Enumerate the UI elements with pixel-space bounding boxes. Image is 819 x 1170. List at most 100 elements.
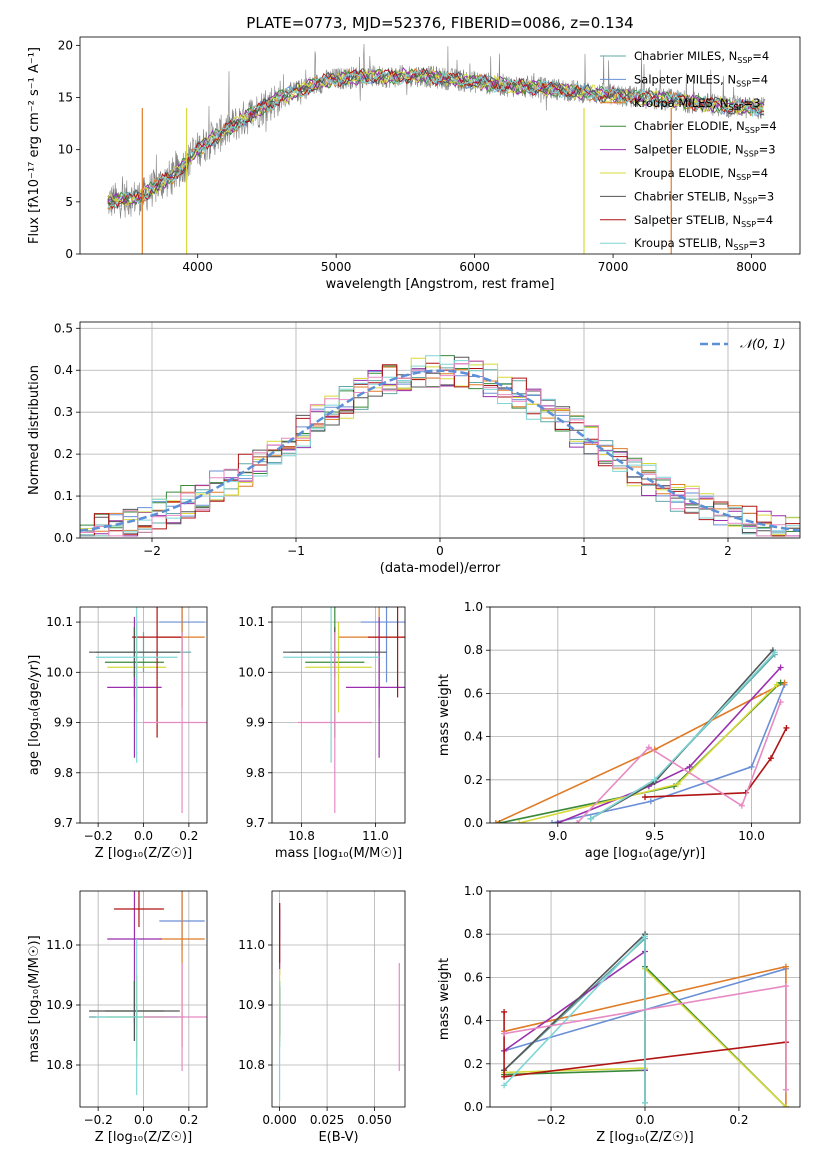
y-tick-label: 0 — [65, 247, 73, 261]
weight-marker — [748, 763, 755, 770]
y-tick-label: 0.3 — [54, 405, 73, 419]
weight-marker — [783, 724, 790, 731]
y-tick-label: 9.7 — [54, 816, 73, 830]
y-tick-label: 10.0 — [46, 665, 73, 679]
y-tick-label: 10.9 — [46, 998, 73, 1012]
panel-age-weight: 9.0 9.5 10.0 0.0 0.2 0.4 0.6 0.8 1.0 age [log₁₀(a… — [437, 600, 801, 861]
error-point — [143, 632, 207, 813]
x-axis-label: Z [log₁₀(Z/Z☉)] — [95, 1130, 192, 1145]
weight-marker — [782, 963, 789, 970]
plot-area — [501, 931, 789, 1107]
y-tick-label: 10.9 — [238, 998, 265, 1012]
model-spectrum — [107, 67, 765, 210]
y-tick-label: 0.4 — [464, 1014, 483, 1028]
panel-ebv-mass: 0.000 0.025 0.050 10.8 10.9 11.0 E(B-V) — [238, 890, 406, 1145]
y-tick-label: 0.8 — [464, 643, 483, 657]
y-tick-label: 0.2 — [464, 1057, 483, 1071]
weight-line — [557, 666, 782, 823]
panel-z-mass: −0.2 0.0 0.2 10.8 10.9 11.0 Z [log₁₀(Z/Z☉)] mas… — [27, 890, 208, 1145]
weight-marker — [782, 1104, 789, 1107]
x-tick-label: 0.2 — [179, 1113, 198, 1127]
axes-frame — [489, 890, 801, 1108]
x-axis-label: Z [log₁₀(Z/Z☉)] — [596, 1130, 693, 1145]
y-axis-label: age [log₁₀(age/yr)] — [27, 655, 42, 776]
y-axis-label: Flux [fλ10⁻¹⁷ erg cm⁻² s⁻¹ A⁻¹] — [27, 47, 42, 244]
weight-marker — [554, 820, 561, 823]
weight-marker — [642, 933, 648, 940]
x-tick-label: −0.2 — [84, 1113, 113, 1127]
plot-area — [492, 647, 790, 823]
residual-histogram — [80, 355, 800, 538]
error-point — [95, 607, 178, 763]
y-tick-label: 1.0 — [464, 600, 483, 614]
x-axis-label: E(B-V) — [318, 1130, 358, 1145]
x-axis-label: Z [log₁₀(Z/Z☉)] — [95, 846, 192, 861]
weight-marker — [647, 798, 654, 805]
x-tick-label: 11.0 — [362, 829, 389, 843]
y-tick-label: 0.2 — [464, 773, 483, 787]
x-tick-label: 0 — [436, 544, 444, 558]
weight-marker — [549, 820, 555, 823]
y-tick-label: 0.5 — [54, 321, 73, 335]
legend-label: Salpeter ELODIE, NSSP=3 — [634, 143, 776, 159]
legend-label: Chabrier ELODIE, NSSP=4 — [634, 119, 777, 135]
y-tick-label: 0.8 — [464, 927, 483, 941]
weight-marker — [782, 1086, 789, 1093]
weight-marker — [674, 781, 681, 788]
model-spectrum — [107, 68, 765, 208]
weight-marker — [777, 679, 784, 686]
error-point — [283, 607, 380, 763]
y-tick-label: 0.6 — [464, 970, 483, 984]
x-tick-label: 0.050 — [357, 1113, 391, 1127]
x-tick-label: 4000 — [182, 260, 213, 274]
x-tick-label: 5000 — [321, 260, 352, 274]
y-tick-label: 0.1 — [54, 489, 73, 503]
error-point — [132, 607, 183, 738]
y-tick-label: 0.4 — [464, 730, 483, 744]
y-tick-label: 0.4 — [54, 363, 73, 377]
weight-marker — [492, 820, 499, 823]
x-tick-label: 0.000 — [262, 1113, 296, 1127]
plot-area — [283, 607, 405, 813]
y-tick-label: 15 — [58, 91, 73, 105]
legend-label: Chabrier MILES, NSSP=4 — [634, 49, 769, 65]
model-spectrum — [107, 69, 765, 209]
y-axis-label: Normed distribution — [27, 365, 42, 495]
plot-area — [89, 607, 207, 813]
plot-area — [89, 891, 207, 1095]
x-tick-label: 7000 — [598, 260, 629, 274]
weight-marker — [686, 763, 693, 770]
y-tick-label: 10.8 — [238, 1058, 265, 1072]
x-tick-label: 0.2 — [179, 829, 198, 843]
panel-z-weight: −0.2 0.0 0.2 0.0 0.2 0.4 0.6 0.8 1.0 Z [log₁₀(Z/Z… — [437, 884, 801, 1145]
error-point — [89, 981, 180, 1041]
weight-marker — [767, 755, 774, 762]
error-point — [368, 607, 405, 698]
y-tick-label: 1.0 — [464, 884, 483, 898]
error-point — [89, 627, 180, 678]
x-tick-label: 10.8 — [288, 829, 315, 843]
x-tick-label: 0.2 — [729, 1113, 748, 1127]
error-point — [114, 891, 164, 927]
y-tick-label: 10.8 — [46, 1058, 73, 1072]
legend-label: Kroupa ELODIE, NSSP=4 — [634, 166, 768, 182]
x-tick-label: 0.0 — [635, 1113, 654, 1127]
panel-residuals: −2 −1 0 1 2 0.0 0.1 0.2 0.3 0.4 0.5 (data-model)/er… — [27, 321, 801, 576]
weight-marker — [642, 1099, 648, 1106]
x-tick-label: −0.2 — [84, 829, 113, 843]
axes-frame — [271, 606, 406, 824]
y-tick-label: 10 — [58, 143, 73, 157]
error-point — [360, 607, 405, 683]
x-tick-label: 8000 — [736, 260, 767, 274]
x-tick-label: 0.025 — [310, 1113, 344, 1127]
weight-marker — [501, 1030, 508, 1037]
y-tick-label: 10.0 — [238, 665, 265, 679]
x-axis-label: (data-model)/error — [380, 561, 501, 576]
y-tick-label: 0.2 — [54, 447, 73, 461]
weight-marker — [516, 820, 523, 823]
y-tick-label: 10.1 — [238, 615, 265, 629]
weight-line — [576, 701, 782, 823]
axes-frame — [79, 321, 801, 539]
weight-marker — [496, 820, 503, 823]
y-tick-label: 0.0 — [464, 1100, 483, 1114]
